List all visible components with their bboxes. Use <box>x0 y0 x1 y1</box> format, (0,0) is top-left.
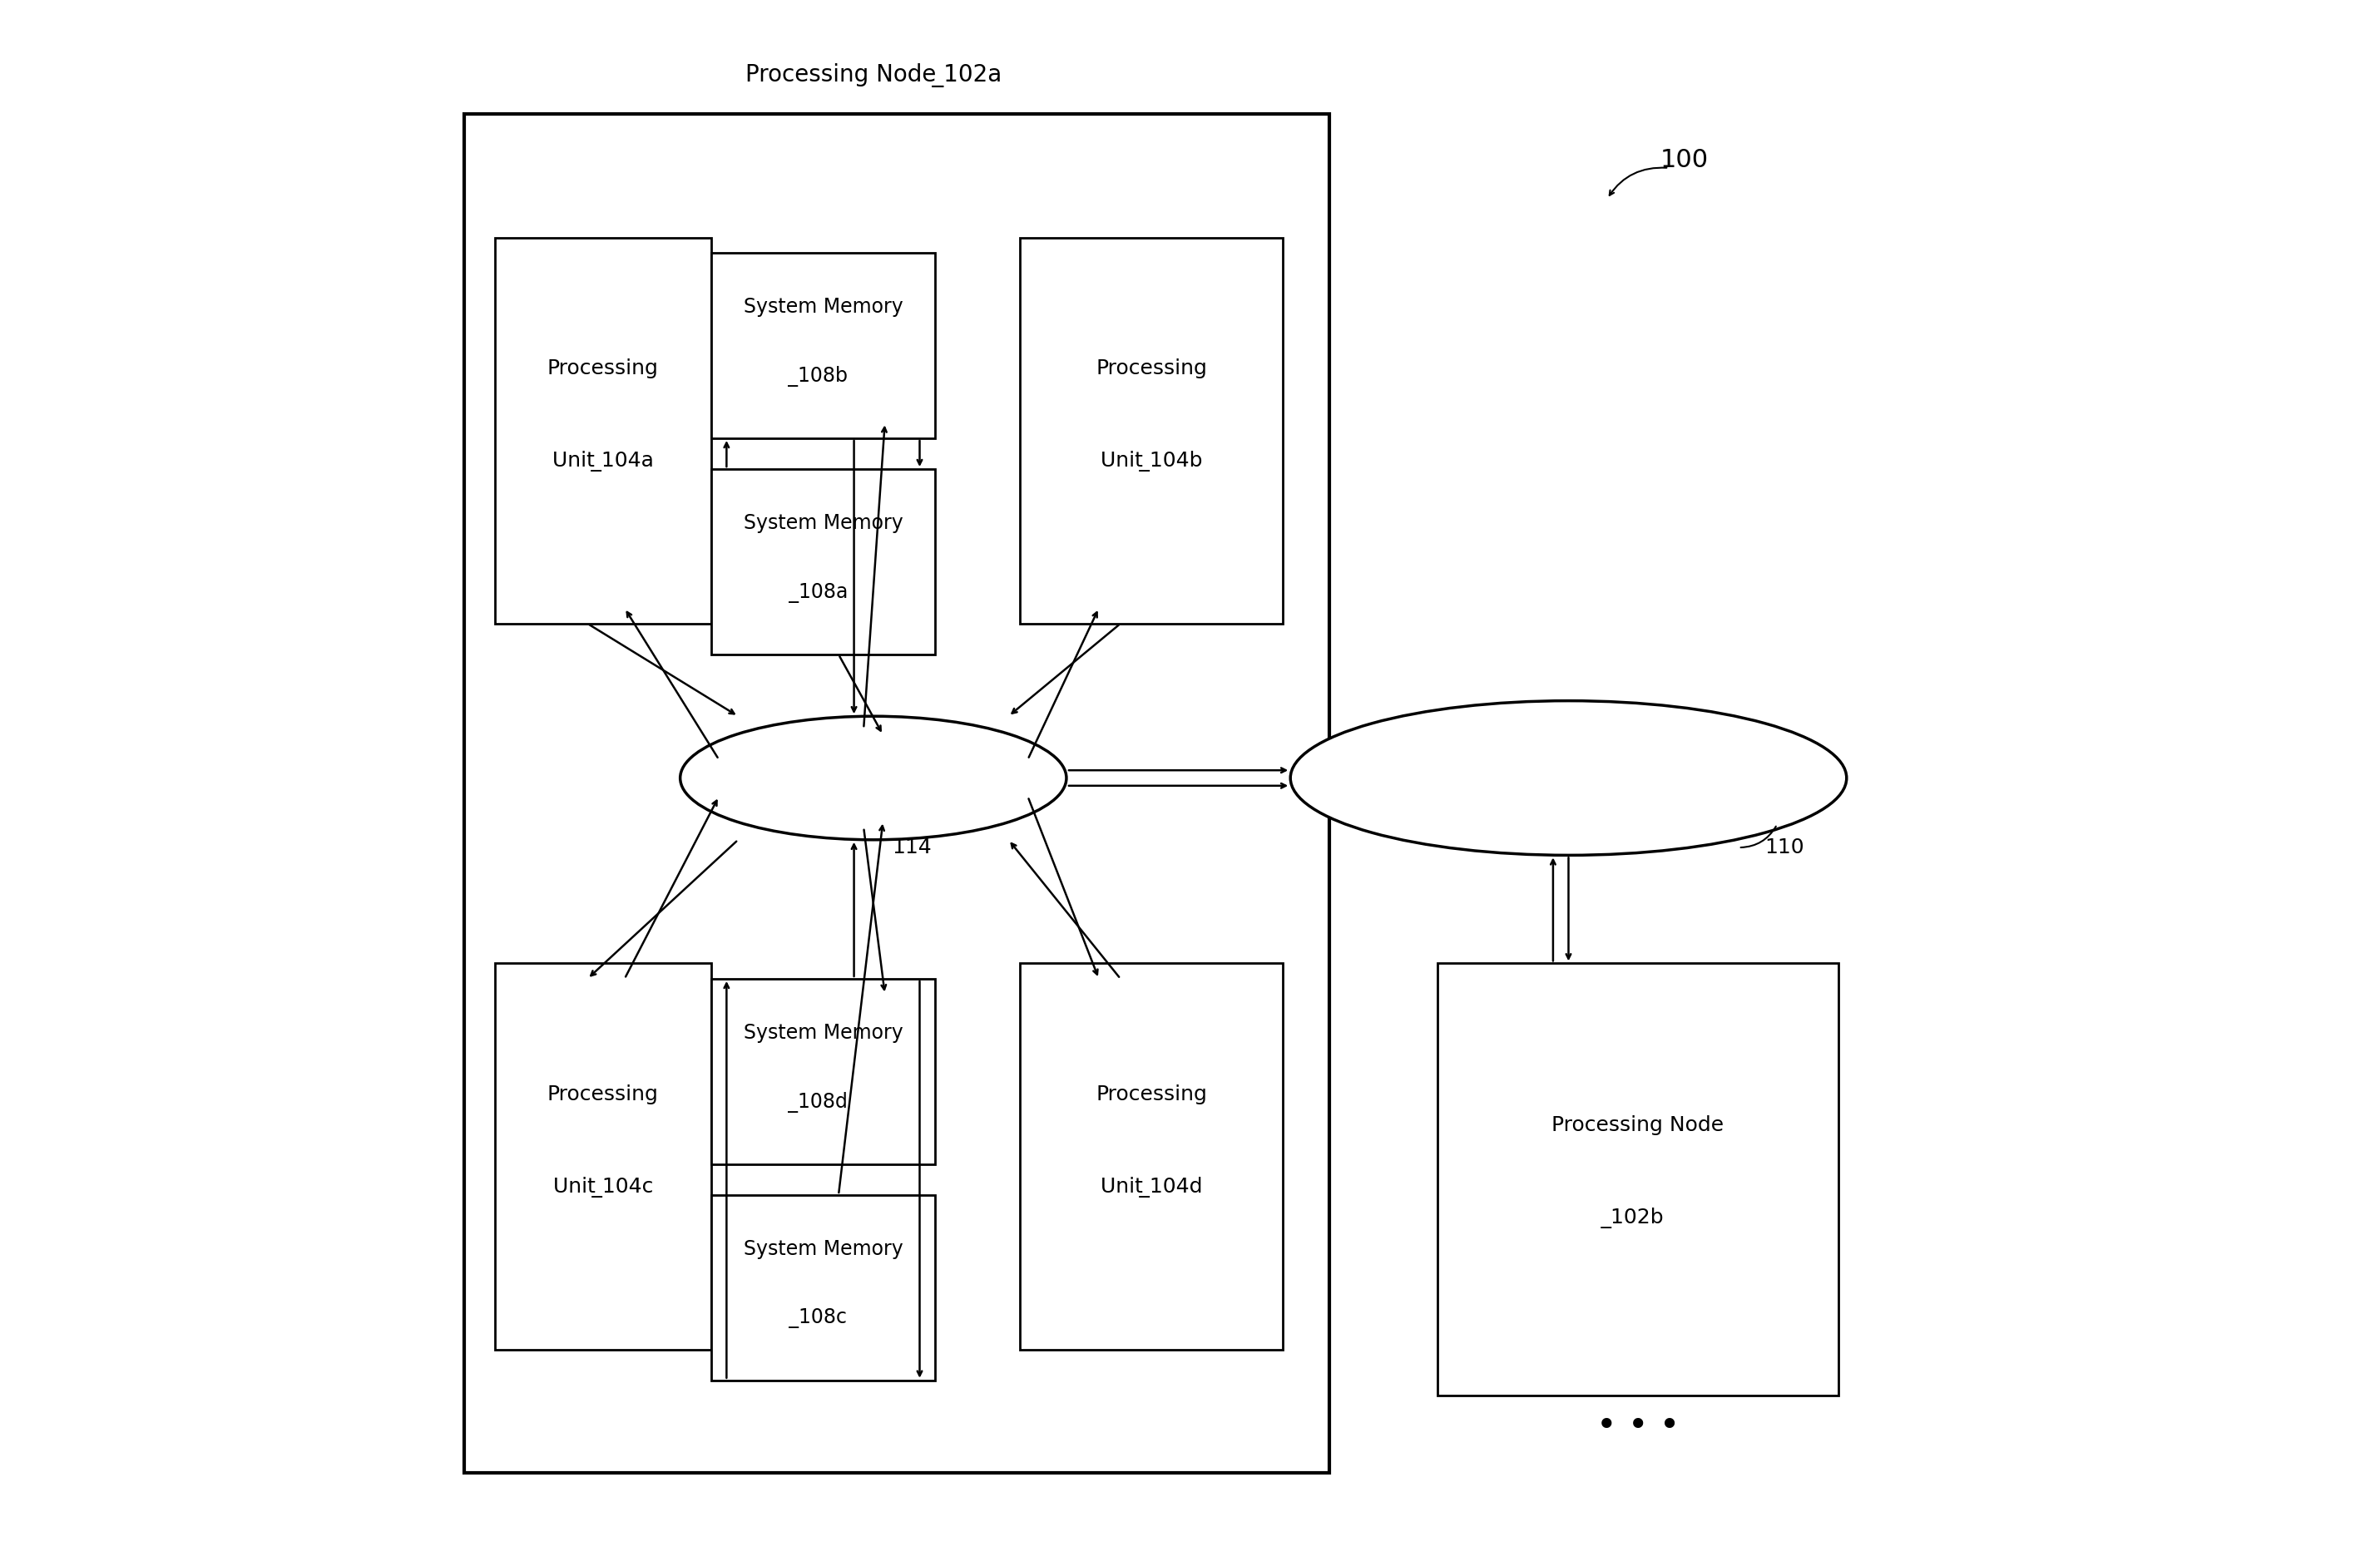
Text: Processing: Processing <box>547 359 659 378</box>
Text: Processing Node ̲102a: Processing Node ̲102a <box>745 64 1002 87</box>
FancyBboxPatch shape <box>495 963 712 1349</box>
Text: System Memory: System Memory <box>743 1239 902 1259</box>
Text: 100: 100 <box>1661 148 1709 173</box>
Text: Unit ̲104a: Unit ̲104a <box>552 451 654 471</box>
Text: ̲108c: ̲108c <box>800 1309 847 1329</box>
Text: ̲108b: ̲108b <box>797 366 847 387</box>
Text: System Memory: System Memory <box>743 1022 902 1043</box>
Text: Processing: Processing <box>1095 359 1207 378</box>
Text: Processing Node: Processing Node <box>1552 1116 1723 1136</box>
Ellipse shape <box>1290 700 1847 856</box>
Text: Unit ̲104d: Unit ̲104d <box>1100 1176 1202 1198</box>
FancyBboxPatch shape <box>712 1195 935 1380</box>
Ellipse shape <box>681 716 1066 840</box>
Text: Unit ̲104b: Unit ̲104b <box>1100 451 1202 471</box>
Text: Processing: Processing <box>547 1085 659 1105</box>
Text: Processing: Processing <box>1095 1085 1207 1105</box>
FancyBboxPatch shape <box>712 979 935 1164</box>
FancyBboxPatch shape <box>464 114 1328 1474</box>
Text: System Memory: System Memory <box>743 513 902 534</box>
Text: ̲108d: ̲108d <box>797 1092 847 1113</box>
FancyBboxPatch shape <box>495 238 712 624</box>
Text: • • •: • • • <box>1597 1410 1680 1444</box>
Text: 114: 114 <box>892 837 933 857</box>
Text: System Memory: System Memory <box>743 297 902 317</box>
FancyBboxPatch shape <box>712 254 935 439</box>
FancyBboxPatch shape <box>1438 963 1840 1396</box>
Text: ̲108a: ̲108a <box>797 582 847 602</box>
Text: Unit ̲104c: Unit ̲104c <box>552 1176 652 1198</box>
FancyBboxPatch shape <box>712 468 935 655</box>
FancyBboxPatch shape <box>1021 238 1283 624</box>
FancyBboxPatch shape <box>1021 963 1283 1349</box>
Text: 110: 110 <box>1766 837 1804 857</box>
Text: ̲102b: ̲102b <box>1611 1207 1664 1229</box>
